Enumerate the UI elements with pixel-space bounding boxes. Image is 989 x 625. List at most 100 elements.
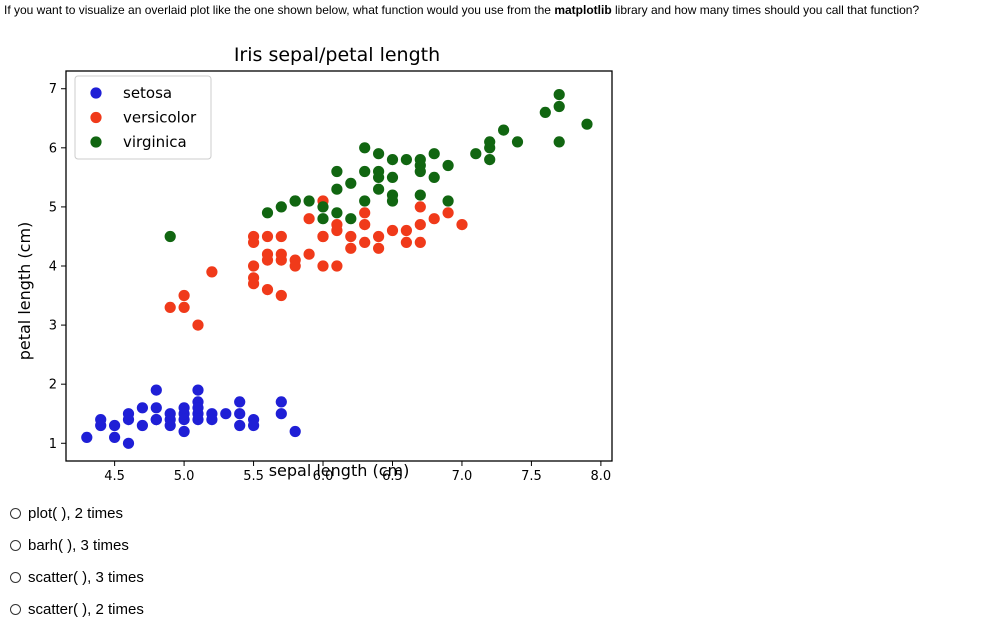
scatter-chart: Iris sepal/petal length 4.5 5.0 5.5 6.0 6.5 7… bbox=[15, 44, 613, 484]
point-virginica bbox=[261, 207, 274, 219]
point-virginica bbox=[414, 154, 426, 166]
y-tick-label: 6 bbox=[49, 141, 57, 156]
point-setosa bbox=[289, 425, 301, 438]
chart-title: Iris sepal/petal length bbox=[234, 44, 440, 66]
point-virginica bbox=[373, 171, 385, 183]
point-setosa bbox=[234, 408, 246, 420]
radio-icon[interactable] bbox=[10, 571, 21, 583]
point-setosa bbox=[164, 419, 176, 432]
x-tick-label: 4.5 bbox=[104, 469, 125, 484]
point-virginica bbox=[289, 195, 301, 207]
question-keyword: matplotlib bbox=[554, 3, 612, 17]
x-tick-label: 6.0 bbox=[313, 469, 334, 484]
point-virginica bbox=[442, 159, 454, 172]
point-versicolor bbox=[359, 236, 371, 248]
point-virginica bbox=[553, 89, 565, 101]
point-virginica bbox=[331, 165, 343, 178]
point-virginica bbox=[539, 106, 551, 118]
point-setosa bbox=[192, 402, 204, 414]
legend: setosa versicolor virginica bbox=[74, 75, 212, 160]
point-versicolor bbox=[373, 230, 385, 243]
point-virginica bbox=[428, 148, 440, 160]
radio-icon[interactable] bbox=[10, 539, 21, 551]
point-setosa bbox=[234, 396, 246, 408]
x-tick-label: 5.5 bbox=[243, 469, 264, 484]
point-setosa bbox=[150, 402, 162, 414]
x-tick-label: 7.0 bbox=[452, 469, 473, 484]
point-versicolor bbox=[178, 289, 190, 302]
point-setosa bbox=[136, 419, 148, 432]
point-setosa bbox=[150, 384, 162, 396]
point-versicolor bbox=[359, 219, 371, 231]
point-virginica bbox=[359, 142, 371, 154]
point-setosa bbox=[81, 431, 93, 443]
option-scatter-3-times[interactable]: scatter( ), 3 times bbox=[10, 561, 144, 593]
y-tick-label: 5 bbox=[49, 200, 57, 215]
point-setosa bbox=[95, 414, 107, 426]
point-virginica bbox=[373, 148, 385, 160]
point-versicolor bbox=[386, 224, 399, 237]
question-part-1: If you want to visualize an overlaid plo… bbox=[4, 3, 555, 17]
point-setosa bbox=[122, 408, 135, 420]
legend-label-virginica: virginica bbox=[123, 133, 187, 151]
point-virginica bbox=[442, 195, 454, 207]
point-setosa bbox=[234, 419, 246, 432]
point-setosa bbox=[122, 437, 135, 449]
x-axis-label: sepal length (cm) bbox=[269, 461, 410, 480]
point-virginica bbox=[414, 165, 426, 178]
y-axis-label: petal length (cm) bbox=[15, 222, 34, 361]
point-virginica bbox=[553, 100, 565, 113]
point-versicolor bbox=[192, 319, 204, 331]
x-tick-label: 6.5 bbox=[382, 469, 403, 484]
x-tick-label: 7.5 bbox=[521, 469, 542, 484]
radio-icon[interactable] bbox=[10, 507, 21, 519]
y-axis-ticks: 1 2 3 4 5 6 7 bbox=[49, 82, 66, 452]
question-part-3: library and how many times should you ca… bbox=[611, 3, 920, 17]
option-scatter-2-times[interactable]: scatter( ), 2 times bbox=[10, 593, 144, 625]
legend-box bbox=[74, 75, 212, 160]
point-virginica bbox=[345, 213, 357, 225]
point-versicolor bbox=[275, 230, 287, 243]
point-virginica bbox=[414, 189, 426, 201]
point-setosa bbox=[192, 384, 204, 396]
answer-options: plot( ), 2 times barh( ), 3 times scatte… bbox=[10, 497, 144, 625]
y-tick-label: 4 bbox=[49, 260, 57, 275]
point-versicolor bbox=[428, 213, 440, 225]
y-tick-label: 2 bbox=[49, 378, 57, 393]
point-versicolor bbox=[414, 219, 426, 231]
option-plot-2-times[interactable]: plot( ), 2 times bbox=[10, 497, 144, 529]
point-versicolor bbox=[289, 260, 301, 272]
point-setosa bbox=[109, 419, 121, 432]
chart-marks bbox=[81, 89, 593, 449]
point-setosa bbox=[150, 414, 162, 426]
point-versicolor bbox=[317, 230, 329, 243]
point-versicolor bbox=[456, 219, 468, 231]
point-virginica bbox=[484, 136, 496, 148]
y-tick-label: 7 bbox=[49, 82, 57, 97]
option-barh-3-times[interactable]: barh( ), 3 times bbox=[10, 529, 144, 561]
point-versicolor bbox=[206, 266, 218, 278]
point-versicolor bbox=[248, 260, 260, 272]
point-virginica bbox=[581, 118, 593, 130]
point-versicolor bbox=[164, 301, 176, 313]
point-virginica bbox=[386, 154, 399, 166]
radio-icon[interactable] bbox=[10, 603, 21, 615]
y-tick-label: 3 bbox=[49, 319, 57, 334]
point-setosa bbox=[136, 402, 148, 414]
point-versicolor bbox=[261, 248, 274, 260]
point-setosa bbox=[220, 408, 232, 420]
point-setosa bbox=[275, 408, 287, 420]
point-versicolor bbox=[261, 284, 274, 296]
point-versicolor bbox=[178, 301, 190, 313]
point-versicolor bbox=[248, 272, 260, 284]
point-versicolor bbox=[414, 201, 426, 213]
point-virginica bbox=[484, 154, 496, 166]
legend-items: setosa versicolor virginica bbox=[90, 84, 197, 151]
option-label: plot( ), 2 times bbox=[28, 504, 124, 522]
point-virginica bbox=[400, 154, 412, 166]
option-label: scatter( ), 2 times bbox=[28, 600, 144, 618]
x-tick-label: 5.0 bbox=[174, 469, 195, 484]
point-setosa bbox=[178, 425, 190, 438]
x-tick-label: 8.0 bbox=[591, 469, 612, 484]
point-setosa bbox=[248, 419, 260, 432]
